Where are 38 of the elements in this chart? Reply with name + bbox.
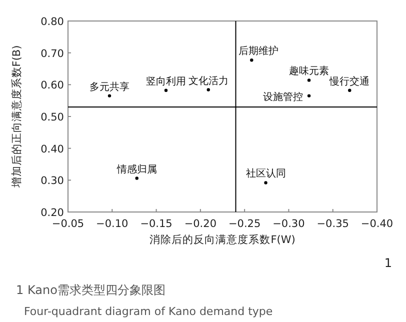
- annotation: 多元共享: [89, 80, 130, 93]
- point: [135, 176, 138, 180]
- x-tick-label: −0.35: [316, 218, 349, 230]
- y-axis-title: 增加后的正向满意度系数F(B): [10, 45, 23, 189]
- y-tick-label: 0.70: [40, 48, 64, 60]
- x-tick-label: −0.05: [52, 218, 84, 230]
- point: [250, 58, 254, 62]
- point: [206, 88, 210, 92]
- x-tick-label: −0.25: [228, 218, 261, 230]
- point: [264, 181, 268, 184]
- annotation: 情感归属: [116, 163, 157, 176]
- annotation: 竖向利用: [146, 75, 186, 88]
- y-tick-label: 0.20: [40, 207, 64, 219]
- x-tick-label: −0.20: [184, 218, 217, 230]
- y-tick-label: 0.30: [40, 175, 64, 188]
- text: 1 Kano需求类型四分象限图: [16, 283, 166, 297]
- point: [164, 88, 168, 92]
- x-tick-label: −0.10: [96, 218, 128, 230]
- annotation: 慢行交通: [328, 75, 370, 88]
- annotation: 趣味元素: [289, 65, 330, 78]
- y-tick-label: 0.80: [40, 16, 64, 28]
- annotation: 后期维护: [238, 45, 279, 58]
- point: [307, 78, 311, 82]
- point: [307, 94, 311, 98]
- text: 1: [384, 256, 392, 270]
- annotation: 文化活力: [188, 74, 228, 87]
- y-tick-label: 0.60: [40, 80, 64, 92]
- x-tick-label: −0.40: [360, 218, 394, 230]
- y-tick-label: 0.50: [40, 112, 64, 124]
- y-tick-label: 0.40: [40, 143, 64, 156]
- annotation: 设施管控: [263, 90, 304, 103]
- x-tick-label: −0.30: [272, 218, 305, 230]
- x-axis-title: 消除后的反向满意度系数F(W): [150, 233, 296, 246]
- point: [108, 94, 112, 98]
- annotation: 社区认同: [246, 168, 286, 180]
- x-tick-label: −0.15: [140, 218, 172, 230]
- text: Four-quadrant diagram of Kano demand type: [24, 305, 273, 318]
- point: [348, 88, 352, 92]
